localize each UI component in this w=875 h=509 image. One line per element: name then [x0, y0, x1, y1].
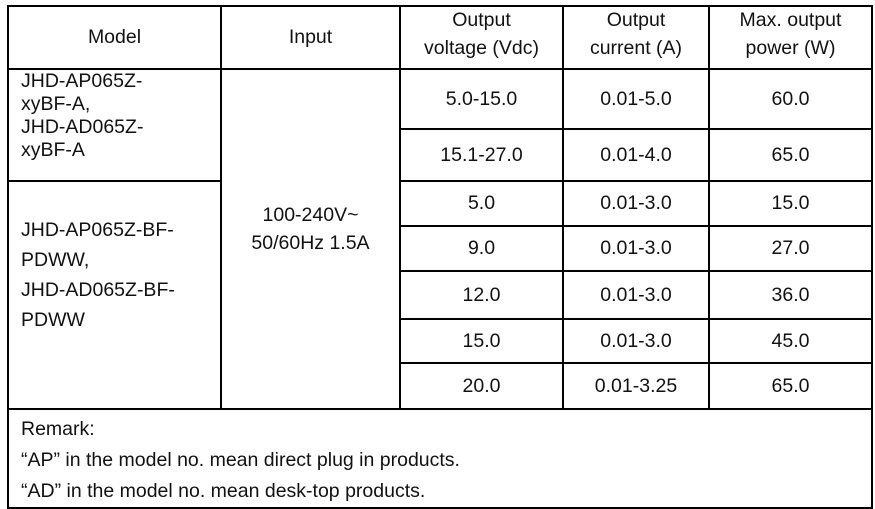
- remark-cell: Remark: “AP” in the model no. mean direc…: [7, 408, 873, 509]
- power-cell: 60.0: [708, 68, 873, 130]
- power-cell: 15.0: [708, 180, 873, 227]
- table-row: 15.1-27.0 0.01-4.0 65.0: [8, 128, 873, 182]
- table-row: JHD-AP065Z-BF- PDWW, JHD-AD065Z-BF- PDWW…: [7, 180, 873, 410]
- model-line: JHD-AD065Z-BF-: [21, 278, 175, 301]
- current-cell: 0.01-3.25: [562, 362, 710, 410]
- table-row: 20.0 0.01-3.25 65.0: [8, 362, 873, 410]
- voltage-cell: 9.0: [399, 225, 564, 272]
- input-line: 50/60Hz 1.5A: [251, 231, 370, 254]
- header-voltage: Output voltage (Vdc): [399, 5, 564, 70]
- remark-row: Remark: “AP” in the model no. mean direc…: [7, 408, 873, 509]
- table-row: 12.0 0.01-3.0 36.0: [8, 270, 873, 320]
- table-row: JHD-AP065Z- xyBF-A, JHD-AD065Z- xyBF-A 1…: [7, 68, 873, 410]
- remark-line: “AP” in the model no. mean direct plug i…: [21, 449, 460, 471]
- power-cell: 36.0: [708, 270, 873, 320]
- model-line: JHD-AD065Z-: [21, 116, 144, 138]
- current-cell: 0.01-5.0: [562, 68, 710, 130]
- model-line: xyBF-A,: [21, 93, 91, 115]
- voltage-cell: 15.0: [399, 318, 564, 364]
- header-row: Model Input Output voltage (Vdc) Output cu…: [7, 5, 873, 70]
- header-voltage-line2: voltage (Vdc): [424, 37, 539, 59]
- voltage-cell: 12.0: [399, 270, 564, 320]
- voltage-cell: 5.0-15.0: [399, 68, 564, 130]
- header-model-text: Model: [87, 26, 142, 48]
- voltage-cell: 5.0: [399, 180, 564, 227]
- header-power: Max. output power (W): [708, 5, 873, 70]
- header-current-line2: current (A): [589, 37, 683, 59]
- current-cell: 0.01-3.0: [562, 225, 710, 272]
- model-line: xyBF-A: [21, 139, 85, 161]
- input-line: 100-240V~: [262, 203, 359, 226]
- power-cell: 65.0: [708, 128, 873, 182]
- current-cell: 0.01-4.0: [562, 128, 710, 182]
- model-line: PDWW,: [21, 248, 90, 271]
- header-model: Model: [7, 5, 222, 70]
- table-row: 9.0 0.01-3.0 27.0: [8, 225, 873, 272]
- input-cell: 100-240V~ 50/60Hz 1.5A: [220, 68, 401, 410]
- model-cell: JHD-AP065Z- xyBF-A, JHD-AD065Z- xyBF-A: [7, 68, 222, 182]
- current-cell: 0.01-3.0: [562, 318, 710, 364]
- remark-title: Remark:: [21, 418, 95, 440]
- header-input-text: Input: [288, 26, 333, 48]
- header-power-line2: power (W): [745, 37, 836, 59]
- header-current: Output current (A): [562, 5, 710, 70]
- model-line: JHD-AP065Z-: [21, 70, 143, 92]
- table-row: 15.0 0.01-3.0 45.0: [8, 318, 873, 364]
- current-cell: 0.01-3.0: [562, 270, 710, 320]
- voltage-cell: 15.1-27.0: [399, 128, 564, 182]
- header-power-line1: Max. output: [739, 9, 842, 31]
- power-cell: 27.0: [708, 225, 873, 272]
- model-cell: JHD-AP065Z-BF- PDWW, JHD-AD065Z-BF- PDWW: [7, 180, 222, 410]
- header-voltage-line1: Output: [452, 9, 511, 31]
- model-line: JHD-AP065Z-BF-: [21, 218, 174, 241]
- model-line: PDWW: [21, 308, 85, 331]
- current-cell: 0.01-3.0: [562, 180, 710, 227]
- power-cell: 65.0: [708, 362, 873, 410]
- power-cell: 45.0: [708, 318, 873, 364]
- specification-table: Model Input Output voltage (Vdc) Output cu…: [7, 5, 873, 509]
- header-input: Input: [220, 5, 401, 70]
- voltage-cell: 20.0: [399, 362, 564, 410]
- header-current-line1: Output: [606, 9, 666, 31]
- remark-line: “AD” in the model no. mean desk-top prod…: [21, 480, 426, 502]
